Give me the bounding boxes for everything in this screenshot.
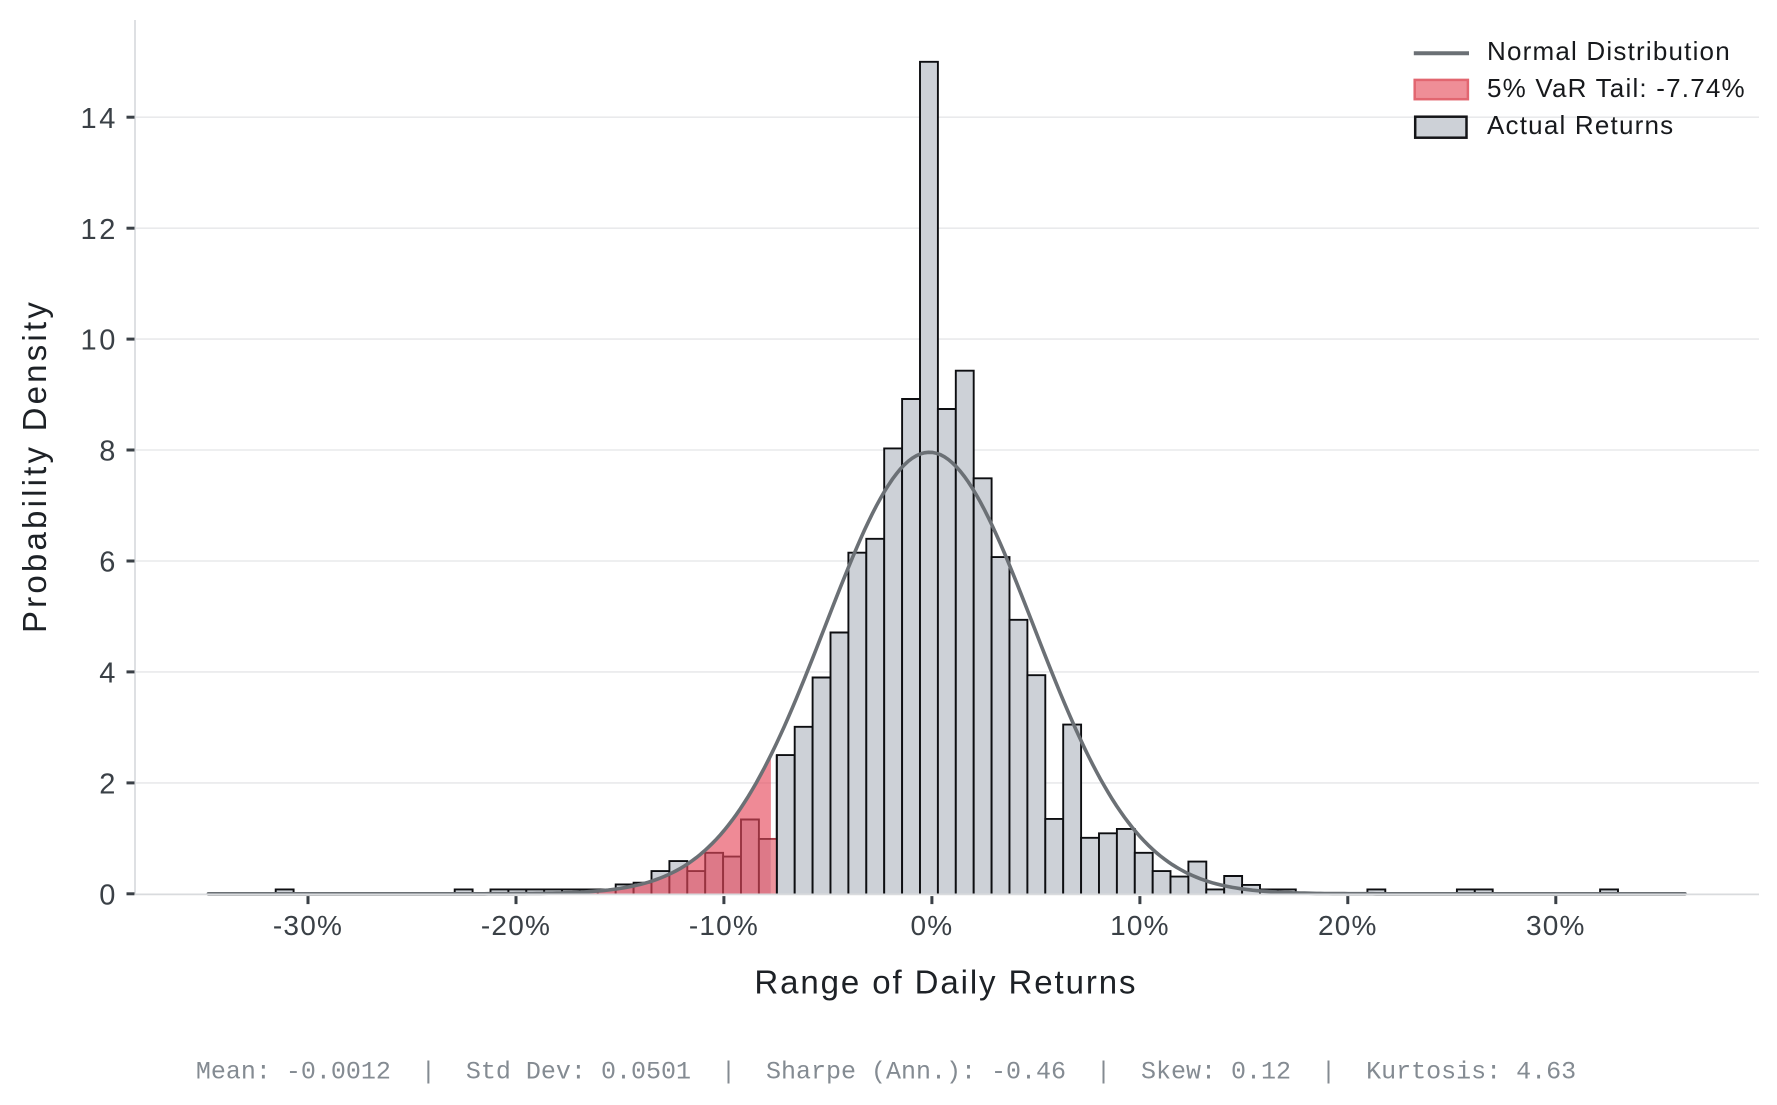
svg-text:10%: 10% (1110, 910, 1170, 941)
svg-text:12: 12 (81, 214, 118, 246)
svg-text:0: 0 (99, 879, 118, 911)
svg-text:20%: 20% (1318, 910, 1378, 941)
svg-text:6: 6 (99, 547, 118, 579)
svg-text:Normal Distribution: Normal Distribution (1487, 36, 1731, 66)
svg-text:10: 10 (81, 325, 118, 357)
svg-text:8: 8 (99, 436, 118, 468)
svg-text:Probability Density: Probability Density (16, 299, 53, 633)
svg-text:Mean: -0.0012 | Std Dev: 0.0: Mean: -0.0012 | Std Dev: 0.0501 | Sharpe… (196, 1058, 1576, 1087)
svg-text:Range of Daily Returns: Range of Daily Returns (754, 963, 1137, 1000)
svg-text:5% VaR Tail: -7.74%: 5% VaR Tail: -7.74% (1487, 73, 1746, 103)
svg-text:4: 4 (99, 658, 118, 690)
svg-text:30%: 30% (1526, 910, 1586, 941)
svg-text:0%: 0% (910, 910, 953, 941)
svg-text:-10%: -10% (689, 910, 759, 941)
svg-text:2: 2 (99, 769, 118, 801)
svg-text:Actual Returns: Actual Returns (1487, 110, 1674, 140)
svg-text:-20%: -20% (481, 910, 551, 941)
svg-text:14: 14 (81, 103, 118, 135)
svg-text:-30%: -30% (273, 910, 343, 941)
